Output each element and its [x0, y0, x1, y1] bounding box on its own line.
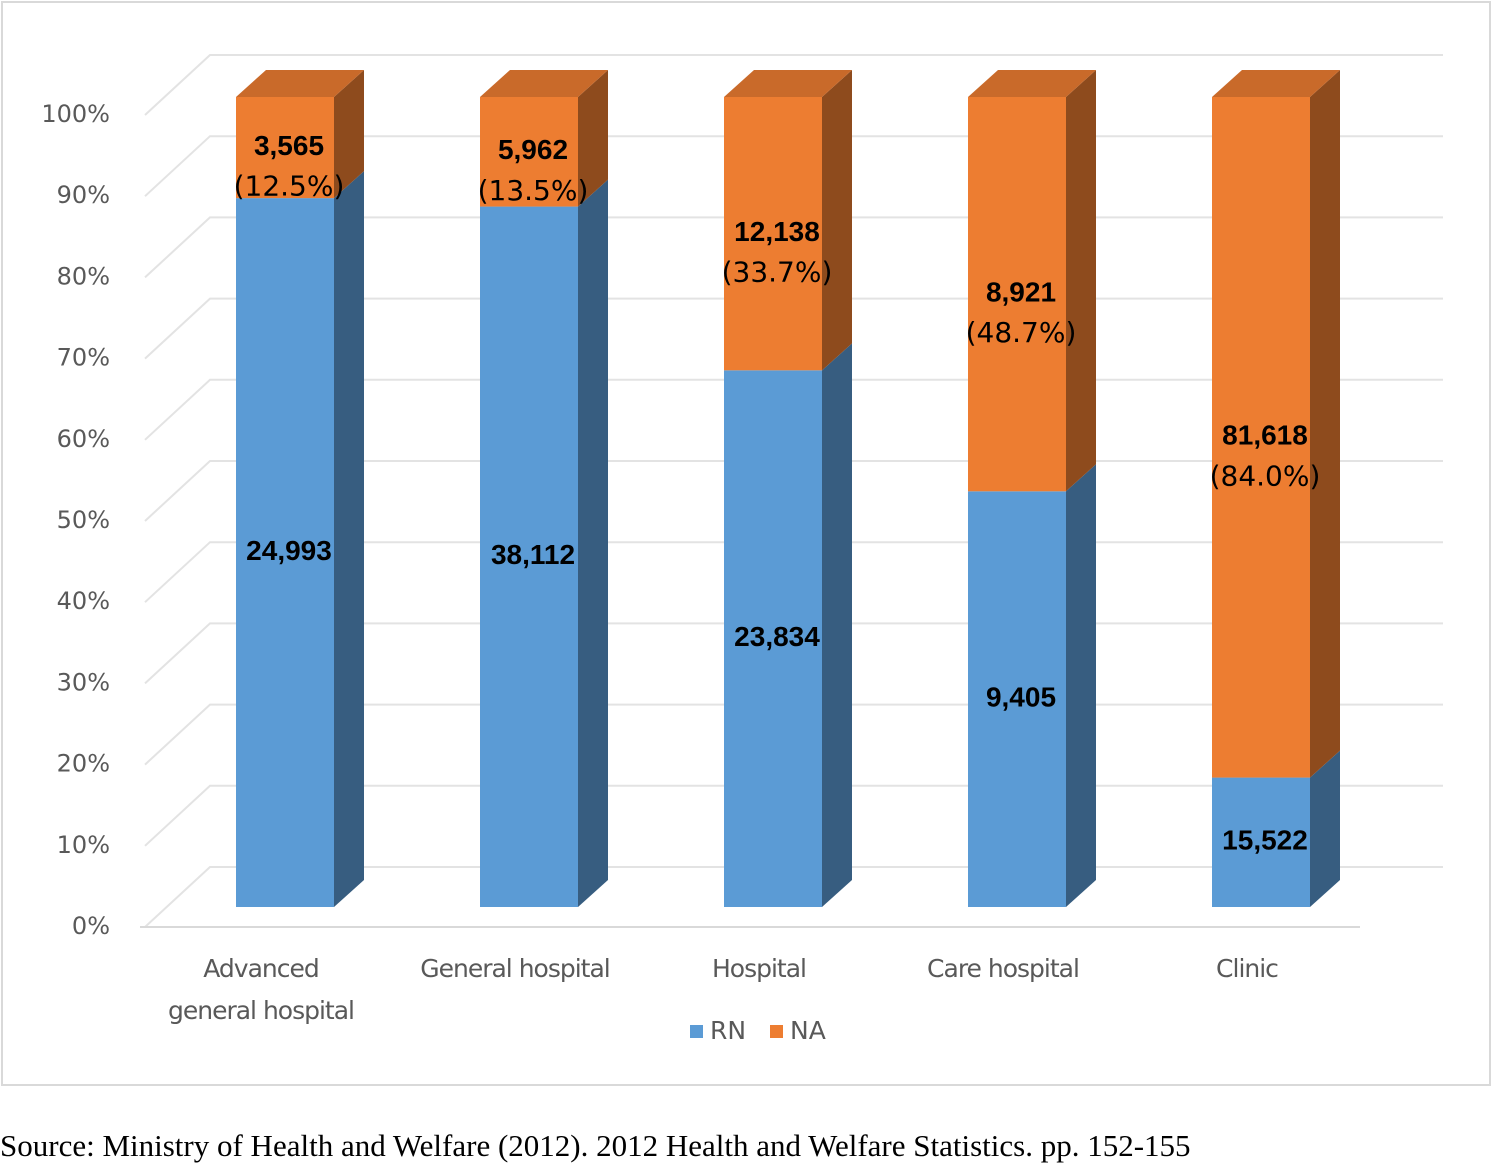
y-tick-label: 0% — [72, 912, 110, 940]
data-label: 9,405 — [986, 682, 1056, 713]
bar-top — [724, 70, 852, 97]
legend-label: RN — [710, 1016, 746, 1045]
bar-top — [1212, 70, 1340, 97]
share-label: (84.0%) — [1210, 459, 1321, 492]
legend-swatch — [690, 1025, 703, 1038]
bar-front — [968, 491, 1066, 907]
bar-top — [968, 70, 1096, 97]
x-tick-label: Clinic — [1216, 954, 1279, 983]
legend-label: NA — [790, 1016, 826, 1045]
bar-side — [578, 70, 608, 207]
legend-swatch — [770, 1025, 783, 1038]
bar-side — [1066, 70, 1096, 492]
bar-side — [334, 171, 364, 907]
x-tick-label: General hospital — [420, 954, 611, 983]
bar-front — [480, 206, 578, 907]
y-tick-label: 80% — [57, 262, 110, 290]
bar-side — [1066, 464, 1096, 907]
bar-front — [236, 97, 334, 199]
x-tick-label: Advanced general hospital — [167, 954, 355, 1025]
data-label: 8,921 — [986, 277, 1056, 308]
data-label: 24,993 — [246, 535, 332, 566]
x-tick-label: Hospital — [711, 954, 807, 983]
y-tick-label: 100% — [41, 100, 110, 128]
y-tick-label: 10% — [57, 831, 110, 859]
share-label: (13.5%) — [478, 174, 589, 207]
y-tick-label: 90% — [57, 181, 110, 209]
x-tick-label: Care hospital — [927, 954, 1080, 983]
data-label: 23,834 — [734, 621, 820, 652]
bar-side — [578, 179, 608, 907]
bar-side — [1310, 70, 1340, 778]
bar-front — [1212, 97, 1310, 778]
bar-front — [236, 198, 334, 907]
data-label: 12,138 — [734, 216, 820, 247]
bar-front — [724, 97, 822, 371]
bar-side — [1310, 750, 1340, 907]
y-tick-label: 20% — [57, 750, 110, 778]
bar-front — [480, 97, 578, 207]
bar-top — [480, 70, 608, 97]
y-tick-label: 40% — [57, 587, 110, 615]
bar-side — [822, 343, 852, 907]
y-tick-label: 30% — [57, 668, 110, 696]
source-note: Source: Ministry of Health and Welfare (… — [0, 1128, 1191, 1163]
bar-front — [724, 370, 822, 907]
bar-front — [1212, 777, 1310, 907]
data-label: 15,522 — [1222, 825, 1308, 856]
y-tick-label: 70% — [57, 344, 110, 372]
y-tick-label: 50% — [57, 506, 110, 534]
bar-front — [968, 97, 1066, 492]
y-tick-label: 60% — [57, 425, 110, 453]
share-label: (12.5%) — [234, 170, 345, 203]
data-label: 81,618 — [1222, 420, 1308, 451]
data-label: 5,962 — [498, 134, 568, 165]
bar-side — [822, 70, 852, 371]
data-label: 3,565 — [254, 130, 324, 161]
share-label: (48.7%) — [966, 316, 1077, 349]
grid-line — [144, 54, 1443, 116]
share-label: (33.7%) — [722, 256, 833, 289]
bar-top — [236, 70, 364, 97]
bar-side — [334, 70, 364, 199]
data-label: 38,112 — [491, 539, 575, 570]
